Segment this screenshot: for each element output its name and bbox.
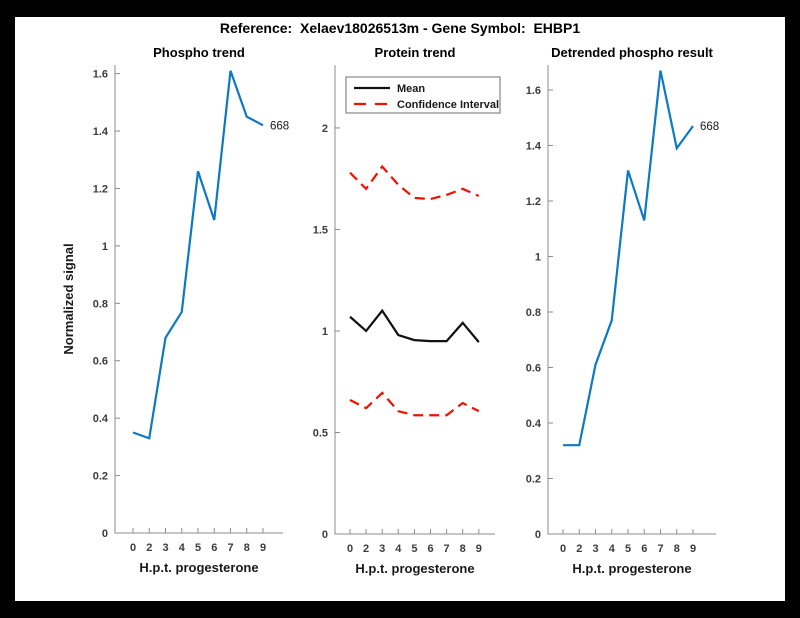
axis-spines — [114, 65, 283, 534]
y-tick-label: 1.6 — [93, 69, 108, 81]
y-tick-label: 0.6 — [93, 356, 108, 368]
x-tick-label: 9 — [690, 543, 696, 555]
x-tick-label: 8 — [674, 543, 680, 555]
x-tick-label: 7 — [657, 543, 663, 555]
x-tick-label: 5 — [625, 543, 631, 555]
x-tick-label: 4 — [179, 542, 186, 554]
y-tick-label: 0.2 — [526, 473, 541, 485]
x-tick-label: 4 — [395, 543, 402, 555]
y-tick-label: 1.2 — [93, 183, 108, 195]
x-tick-label: 8 — [460, 543, 466, 555]
x-tick-label: 9 — [260, 542, 266, 554]
legend-label: Confidence Interval — [397, 99, 499, 111]
y-tick-label: 0.2 — [93, 471, 108, 483]
x-tick-label: 0 — [560, 543, 566, 555]
y-tick-label: 1 — [102, 241, 108, 253]
x-axis-label: H.p.t. progesterone — [139, 560, 258, 575]
series-detrended-phospho — [563, 70, 694, 447]
y-tick-label: 0.6 — [526, 362, 541, 374]
y-tick-label: 0.5 — [313, 427, 328, 439]
figure-title: Reference: Xelaev18026513m - Gene Symbol… — [219, 20, 581, 36]
subplot-title: Detrended phospho result — [551, 45, 713, 60]
x-tick-label: 2 — [363, 543, 369, 555]
subplot-1: 00.20.40.60.811.21.41.60 2 3 4 5 6 7 8 9H.p.t. p… — [61, 45, 289, 575]
x-tick-label: 0 — [347, 543, 353, 555]
subplot-title: Phospho trend — [153, 45, 245, 60]
x-tick-label: 8 — [244, 542, 250, 554]
series-confidence-interval-upper — [349, 164, 480, 201]
legend: Mean Confidence Interval — [345, 76, 501, 114]
y-tick-label: 0.4 — [526, 418, 542, 430]
x-axis-label: H.p.t. progesterone — [355, 561, 474, 576]
x-tick-label: 6 — [427, 543, 433, 555]
x-tick-label: 9 — [476, 543, 482, 555]
y-tick-label: 0 — [322, 529, 328, 541]
y-tick-label: 2 — [322, 123, 328, 135]
series-end-label: 668 — [270, 120, 289, 132]
y-tick-label: 1.4 — [93, 126, 109, 138]
series-mean — [349, 308, 480, 343]
y-tick-label: 1 — [322, 326, 328, 338]
legend-label: Mean — [397, 83, 425, 95]
x-tick-label: 5 — [411, 543, 417, 555]
subplot-title: Protein trend — [375, 45, 456, 60]
y-tick-label: 0.4 — [93, 413, 109, 425]
x-tick-label: 3 — [162, 542, 168, 554]
x-tick-label: 2 — [576, 543, 582, 555]
x-tick-label: 3 — [379, 543, 385, 555]
x-tick-label: 0 — [130, 542, 136, 554]
y-tick-label: 0 — [535, 529, 541, 541]
x-tick-label: 3 — [592, 543, 598, 555]
series-confidence-interval-lower — [349, 391, 480, 417]
y-tick-label: 0.8 — [93, 298, 108, 310]
subplot-2: 00.511.520 2 3 4 5 6 7 8 9H.p.t. progesteronePro… — [313, 45, 501, 576]
subplot-3: 00.20.40.60.811.21.41.60 2 3 4 5 6 7 8 9H.p.t. p… — [526, 45, 719, 576]
y-tick-label: 1.4 — [526, 140, 542, 152]
series-phospho-signal — [132, 70, 264, 440]
y-tick-label: 1.6 — [526, 85, 541, 97]
y-tick-label: 0.8 — [526, 307, 541, 319]
series-end-label: 668 — [700, 121, 719, 133]
x-tick-label: 7 — [444, 543, 450, 555]
y-axis-label: Normalized signal — [61, 243, 76, 354]
axis-spines — [334, 65, 495, 535]
x-tick-label: 4 — [609, 543, 616, 555]
x-tick-label: 7 — [227, 542, 233, 554]
y-tick-label: 0 — [102, 528, 108, 540]
y-tick-label: 1 — [535, 251, 541, 263]
y-tick-label: 1.5 — [313, 224, 328, 236]
x-tick-label: 2 — [146, 542, 152, 554]
x-tick-label: 5 — [195, 542, 201, 554]
legend-box — [345, 76, 501, 114]
axis-spines — [547, 65, 716, 535]
y-tick-label: 1.2 — [526, 196, 541, 208]
x-tick-label: 6 — [641, 543, 647, 555]
x-tick-label: 6 — [211, 542, 217, 554]
x-axis-label: H.p.t. progesterone — [572, 561, 691, 576]
